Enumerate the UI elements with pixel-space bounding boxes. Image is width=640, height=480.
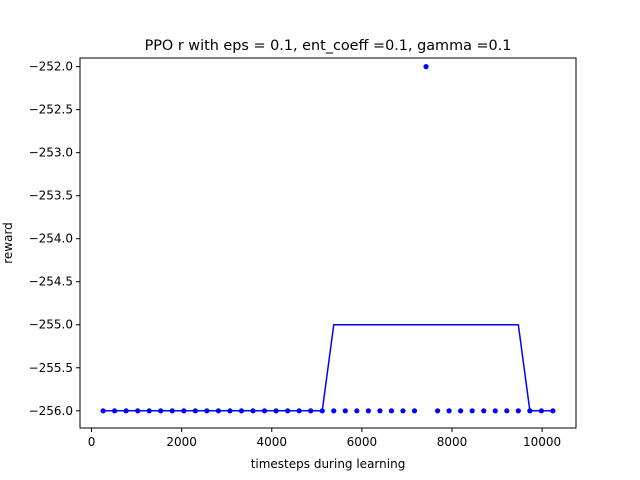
data-point [423, 64, 429, 70]
data-point [365, 408, 371, 414]
data-point [331, 408, 337, 414]
data-point [388, 408, 395, 414]
x-tick-label: 8000 [437, 435, 468, 449]
y-tick-label: −255.0 [29, 318, 73, 332]
x-axis-label: timesteps during learning [251, 457, 406, 471]
series-line [103, 323, 553, 412]
y-tick-label: −252.5 [29, 103, 73, 117]
data-point [458, 408, 464, 414]
data-point [377, 408, 383, 414]
data-point [550, 408, 556, 414]
data-point [400, 408, 406, 414]
plot-area [100, 64, 556, 414]
data-point [469, 408, 475, 414]
x-axis-ticks: 0 2000 4000 6000 8000 10000 [88, 428, 561, 449]
data-point [411, 408, 418, 414]
y-tick-label: −252.0 [29, 60, 73, 74]
data-point [434, 408, 441, 414]
y-tick-label: −254.5 [29, 275, 73, 289]
y-tick-label: −255.5 [29, 361, 73, 375]
y-tick-label: −253.0 [29, 146, 73, 160]
y-tick-label: −256.0 [29, 404, 73, 418]
x-tick-label: 10000 [523, 435, 561, 449]
data-point [515, 408, 521, 414]
data-point [342, 408, 348, 414]
data-point [504, 408, 510, 414]
x-tick-label: 6000 [347, 435, 378, 449]
y-axis-ticks: −256.0 −255.5 −255.0 −254.5 −254.0 −253.5 −253… [29, 60, 80, 418]
y-tick-label: −253.5 [29, 189, 73, 203]
y-tick-label: −254.0 [29, 232, 73, 246]
x-tick-label: 4000 [256, 435, 287, 449]
data-point [481, 408, 487, 414]
data-point [446, 408, 452, 414]
x-tick-label: 2000 [166, 435, 197, 449]
data-point [354, 408, 360, 414]
chart-title: PPO r with eps = 0.1, ent_coeff =0.1, ga… [145, 38, 512, 54]
axes-frame [79, 57, 577, 429]
data-point [492, 408, 498, 414]
x-tick-label: 0 [88, 435, 96, 449]
y-axis-label: reward [1, 222, 15, 264]
